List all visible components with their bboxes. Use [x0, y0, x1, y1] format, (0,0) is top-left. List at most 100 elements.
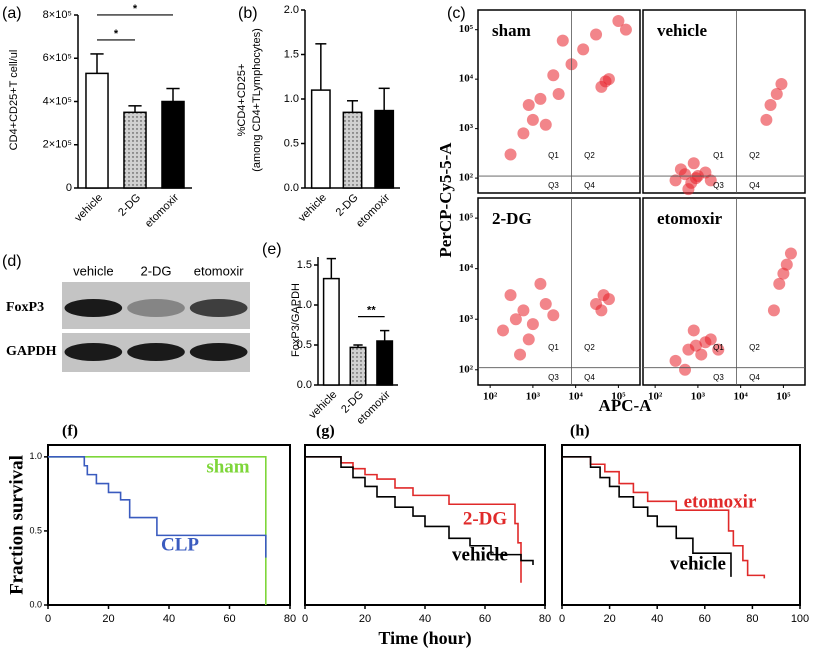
y-tick-label: 1.5: [284, 48, 299, 60]
quadrant-label: Q1: [548, 343, 559, 352]
y-tick-label: 0.5: [284, 137, 299, 149]
y-tick-label: 0.0: [297, 379, 312, 391]
event-dot: [539, 118, 552, 131]
event-dot: [760, 113, 773, 126]
x-tick-label: 0: [302, 613, 308, 625]
event-dot: [522, 99, 535, 112]
event-dot: [687, 157, 700, 170]
panel-label: (d): [2, 253, 22, 270]
plot-title: sham: [492, 21, 531, 40]
y-tick-label: 1.0: [297, 299, 312, 311]
event-dot: [517, 127, 530, 140]
quadrant-label: Q1: [713, 151, 724, 160]
row-label: GAPDH: [6, 344, 57, 359]
x-tick-label: 10⁴: [568, 391, 583, 403]
event-dot: [767, 304, 780, 317]
x-tick-label: 10⁵: [611, 391, 626, 403]
significance-label: **: [367, 305, 376, 317]
y-tick-label: 0.0: [284, 182, 299, 194]
bar: [349, 346, 367, 386]
survival-curve: [562, 456, 732, 577]
plot-title: etomoxir: [657, 209, 723, 228]
blot-band: [64, 343, 123, 361]
panel-label: (e): [262, 241, 282, 258]
y-tick-label: 10⁵: [459, 23, 474, 35]
y-tick-label: 10³: [459, 313, 474, 325]
x-tick-label: 60: [699, 613, 711, 625]
event-dot: [526, 113, 539, 126]
event-dot: [780, 258, 793, 271]
lane-label: vehicle: [73, 263, 113, 278]
y-tick-label: 0: [66, 182, 72, 194]
bar: [123, 111, 147, 189]
panel-label: (a): [2, 5, 22, 22]
quadrant-label: Q3: [713, 181, 724, 190]
event-dot: [595, 304, 608, 317]
event-dot: [539, 298, 552, 311]
series-label: CLP: [161, 534, 199, 555]
y-axis-label: Fraction survival: [6, 455, 27, 595]
event-dot: [695, 348, 708, 361]
event-dot: [602, 293, 615, 306]
significance-label: *: [133, 3, 138, 15]
x-tick-label: 0: [45, 613, 51, 625]
flow-plot-frame: [642, 197, 806, 386]
y-axis-label: %CD4+CD25+: [236, 64, 248, 137]
x-tick-label: 60: [479, 613, 491, 625]
bar: [374, 109, 395, 189]
x-axis-label: APC-A: [599, 396, 653, 415]
blot-band: [189, 299, 248, 317]
y-tick-label: 10³: [459, 122, 474, 134]
panel-label: (g): [316, 423, 335, 440]
y-axis-label: FoxP3/GAPDH: [290, 283, 302, 357]
survival-curve: [48, 456, 267, 558]
event-dot: [704, 174, 717, 187]
survival-curve: [562, 456, 766, 579]
event-dot: [556, 34, 569, 47]
series-label: sham: [206, 456, 249, 477]
significance-label: *: [114, 28, 119, 40]
x-tick-label: 10²: [648, 391, 663, 403]
x-tick-label: 80: [539, 613, 551, 625]
event-dot: [504, 289, 517, 302]
event-dot: [534, 277, 547, 290]
event-dot: [612, 14, 625, 27]
panel-label: (h): [570, 423, 590, 440]
quadrant-label: Q4: [749, 181, 760, 190]
y-axis-label: PerCP-Cy5-5-A: [436, 142, 455, 258]
y-tick-label: 0.5: [297, 339, 312, 351]
event-dot: [775, 77, 788, 90]
y-tick-label: 10²: [459, 363, 474, 375]
event-dot: [590, 28, 603, 41]
event-dot: [522, 333, 535, 346]
y-tick-label: 0.5: [29, 525, 42, 535]
quadrant-label: Q3: [713, 373, 724, 382]
series-label: 2-DG: [463, 508, 508, 529]
bar: [310, 89, 331, 189]
quadrant-label: Q3: [548, 181, 559, 190]
event-dot: [577, 43, 590, 56]
blot-band: [127, 299, 185, 317]
event-dot: [619, 23, 632, 36]
x-tick-label: 10³: [526, 391, 541, 403]
panel-label: (c): [447, 5, 466, 22]
x-tick-label: 40: [419, 613, 431, 625]
x-tick-label: 20: [359, 613, 371, 625]
quadrant-label: Q3: [548, 373, 559, 382]
quadrant-label: Q2: [584, 151, 595, 160]
plot-title: 2-DG: [492, 209, 532, 228]
x-tick-label: 10⁴: [733, 391, 748, 403]
survival-curve: [305, 456, 534, 565]
blot-band: [127, 343, 185, 361]
event-dot: [669, 354, 682, 367]
y-tick-label: 1.0: [29, 451, 42, 461]
panel-label: (f): [62, 423, 78, 440]
y-tick-label: 10⁴: [459, 262, 474, 274]
event-dot: [712, 343, 725, 356]
quadrant-label: Q2: [749, 343, 760, 352]
event-dot: [764, 99, 777, 112]
quadrant-label: Q2: [749, 151, 760, 160]
event-dot: [534, 92, 547, 105]
